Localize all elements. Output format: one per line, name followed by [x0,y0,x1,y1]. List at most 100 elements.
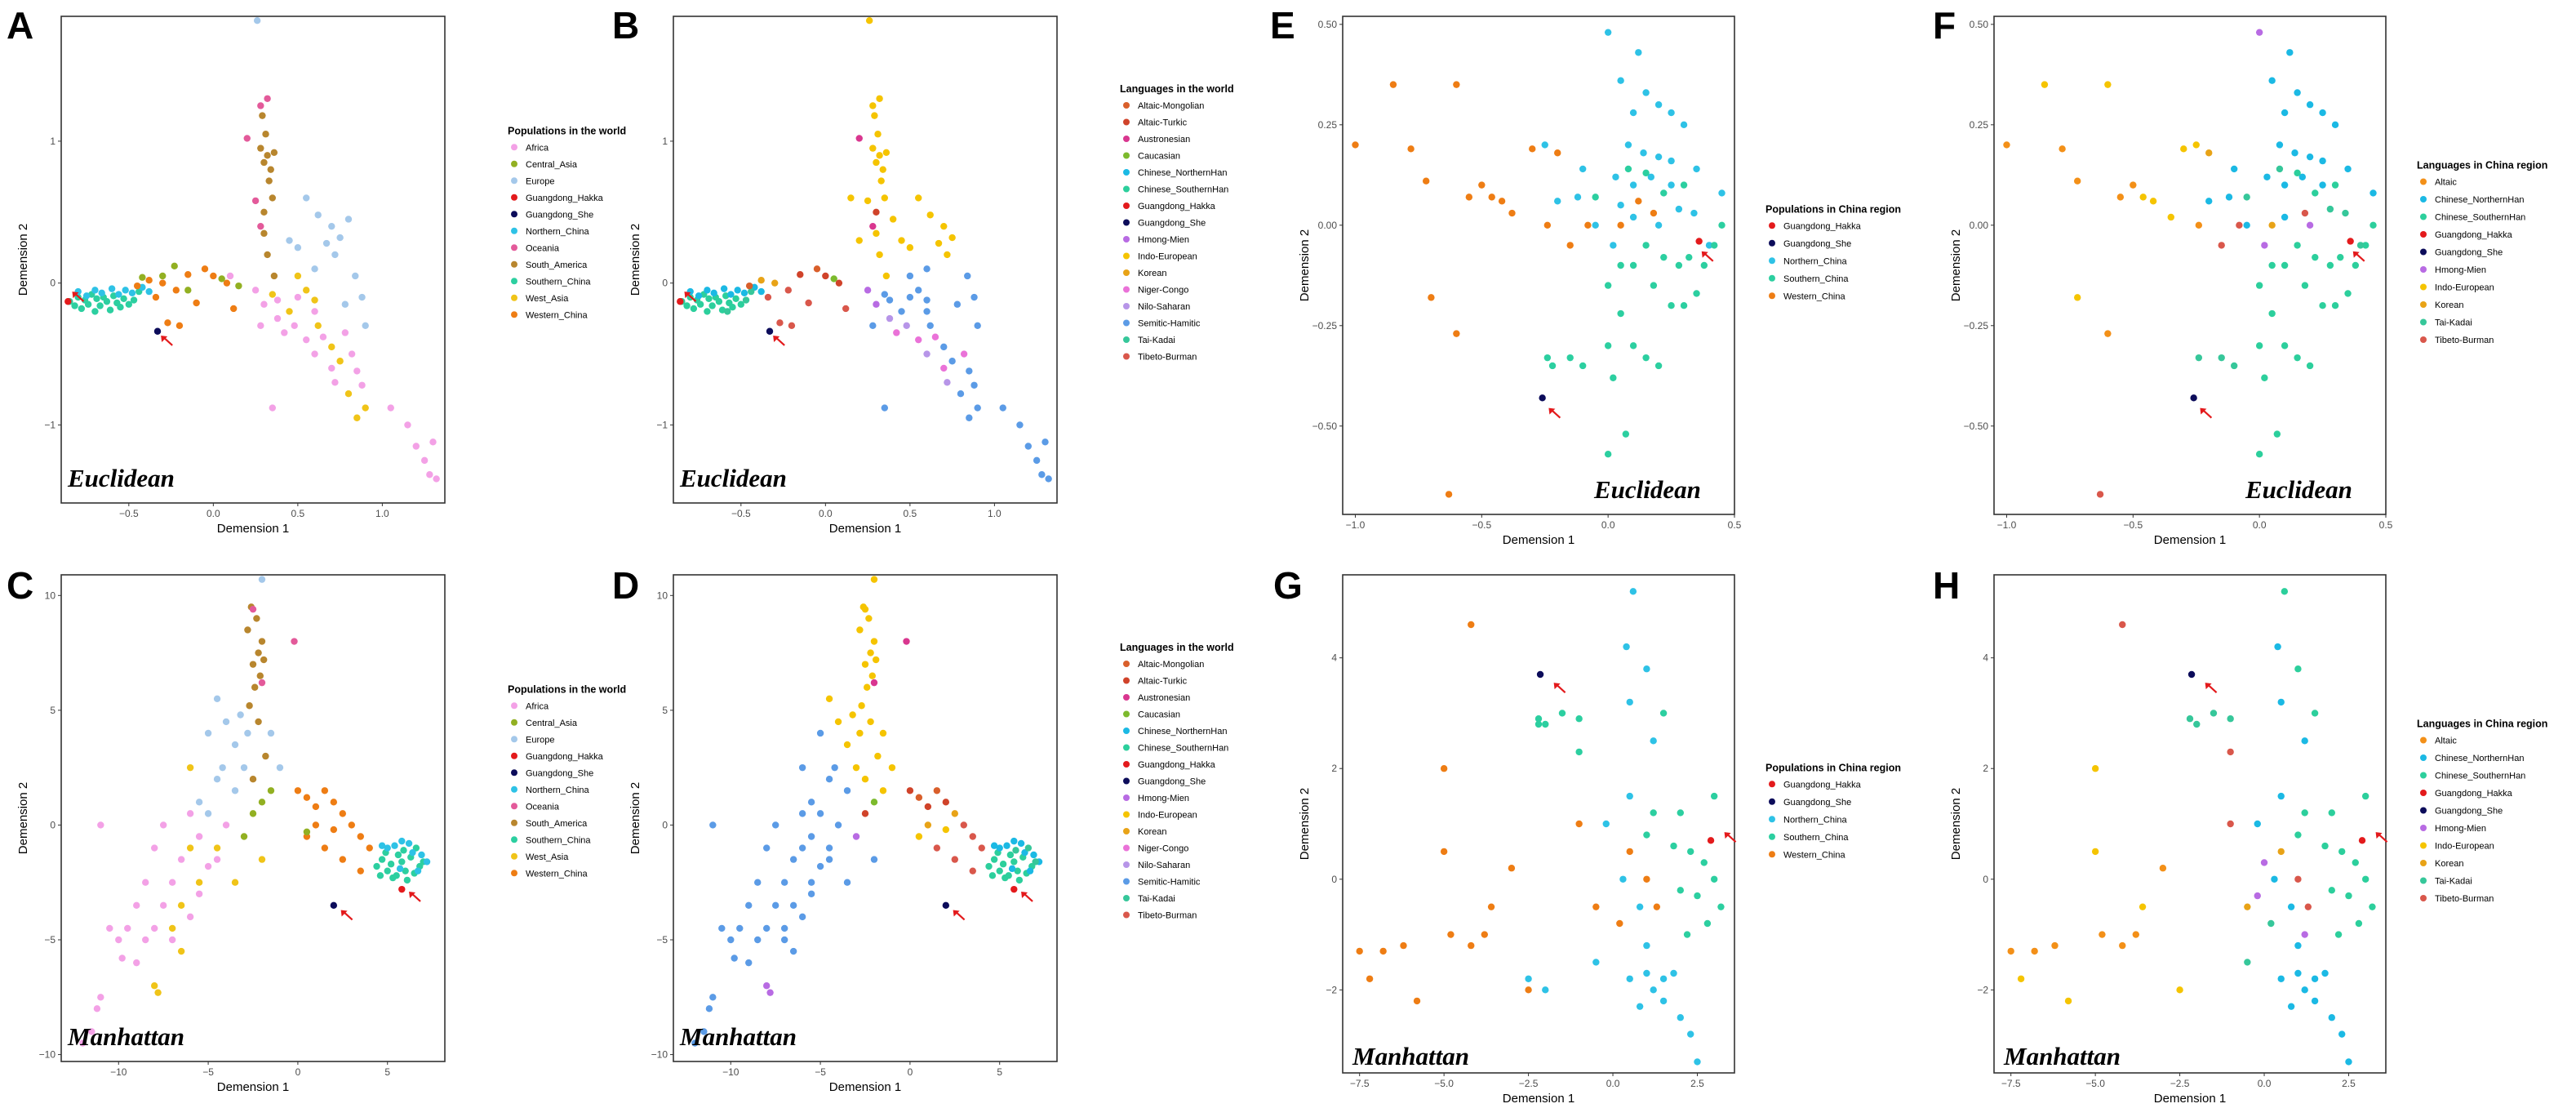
point-tai-kadai [2342,209,2349,217]
point-indo-european [882,272,890,280]
point-northern-china [1687,1030,1694,1038]
legend-label-africa: Africa [526,701,549,711]
legend-swatch-guangdong-hakka [2420,231,2427,238]
point-west-asia [213,844,221,852]
legend-swatch-western-china [1769,292,1775,300]
point-northern-china [405,839,413,848]
legend-label-tai-kadai: Tai-Kadai [1138,894,1175,904]
legend-swatch-altaic-mongolian [1123,661,1130,667]
x-tick-label: 0.0 [207,508,220,519]
point-indo-european [879,729,887,737]
legend-label-southern-china: Southern_China [1783,274,1849,284]
legend-label-hmong-mien: Hmong-Mien [1138,235,1189,245]
highlight-arrow [2375,832,2388,843]
point-tibeto-burman [2227,748,2234,756]
point-chinese-southernhan [2331,181,2339,189]
point-northern-china [82,292,91,300]
panel-letter-h: H [1933,564,1961,607]
y-tick-label: −1 [656,419,668,430]
point-chinese-southernhan [2326,261,2334,269]
point-europe [276,763,284,772]
point-semitic-hamitic [843,879,851,886]
point-indo-european [873,158,880,167]
point-southern-china [400,847,407,854]
x-axis-label: Demension 1 [829,522,901,536]
point-south-america [255,718,262,726]
legend-label-guangdong-she: Guangdong_She [2435,807,2503,817]
point-altaic [2031,947,2038,955]
point-northern-china [1659,997,1668,1005]
point-south-america [270,272,278,280]
point-semitic-hamitic [745,959,753,967]
point-indo-european [879,166,886,173]
legend-swatch-southern-china [511,836,517,843]
metric-label: Manhattan [1352,1042,1469,1070]
point-chinese-southernhan [715,298,723,305]
point-western-china [1643,875,1650,883]
point-western-china [1447,931,1455,938]
point-west-asia [328,343,335,351]
point-south-america [259,112,266,119]
legend-label-central-asia: Central_Asia [526,719,578,728]
x-axis-label: Demension 1 [217,522,289,536]
point-indo-european [861,661,869,668]
point-western-china [1635,198,1642,205]
point-indo-european [942,826,950,834]
point-southern-china [1543,354,1552,362]
scatter-plot-h: −7.5 −5.0 −2.5 0.0 2.5 −2 0 2 4 Manhattan Demensio… [1949,574,2547,1106]
point-africa [97,994,104,1001]
point-chinese-southernhan [2294,242,2301,249]
point-europe [258,576,266,583]
x-tick-label: 5 [384,1066,390,1078]
legend-swatch-tai-kadai [2420,877,2427,884]
point-chinese-northernhan [2277,698,2285,706]
legend-label-guangdong-hakka: Guangdong_Hakka [1783,221,1862,231]
point-altaic-mongolian [933,787,941,794]
point-northern-china [398,837,406,845]
point-northern-china [391,842,398,849]
panel-e: −1.0 −0.5 0.0 0.5 −0.50 −0.25 0.00 0.25 0.50 Eucl… [1273,0,1925,558]
point-europe [195,799,203,806]
legend-label-western-china: Western_China [1783,850,1845,860]
point-chinese-northernhan [2287,1003,2295,1010]
point-southern-china [1694,892,1701,900]
point-chinese-southernhan [2361,875,2369,883]
point-western-china [229,305,238,313]
point-chinese-southernhan [2344,290,2352,297]
point-chinese-northernhan [2243,221,2250,229]
point-chinese-southernhan [2312,189,2319,197]
x-tick-label: 0.5 [904,508,917,519]
point-south-america [265,177,273,185]
point-indo-european [2064,997,2072,1005]
point-southern-china [117,304,124,311]
legend-label-guangdong-she: Guangdong_She [526,210,593,220]
point-northern-china [396,865,404,873]
legend-label-altaic: Altaic [2435,737,2457,746]
point-indo-european [861,776,869,783]
point-indo-european [872,656,880,664]
point-northern-china [418,851,425,859]
legend-label-niger-congo: Niger-Congo [1138,286,1188,296]
point-northern-china [1542,986,1549,994]
point-tai-kadai [748,287,755,296]
point-central-asia [267,787,275,794]
legend-label-guangdong-hakka: Guangdong_Hakka [526,194,604,203]
point-northern-china [1636,1003,1644,1010]
y-tick-label: −10 [651,1049,668,1061]
point-southern-china [1710,792,1718,800]
point-northern-china [1705,242,1713,249]
point-chinese-southernhan [2268,261,2276,269]
legend-swatch-northern-china [511,227,517,234]
legend-label-altaic-mongolian: Altaic-Mongolian [1138,101,1204,111]
point-europe [204,729,212,737]
point-chinese-northernhan [2274,643,2281,651]
point-western-china [1554,149,1561,157]
point-africa [353,367,361,375]
point-hmong-mien [873,300,880,308]
point-northern-china [1670,969,1677,977]
panel-letter-e: E [1270,4,1295,47]
point-europe [213,776,221,783]
legend-label-caucasian: Caucasian [1138,152,1180,162]
point-indo-european [867,649,874,656]
legend-label-chinese-northernhan: Chinese_NorthernHan [1138,168,1227,178]
